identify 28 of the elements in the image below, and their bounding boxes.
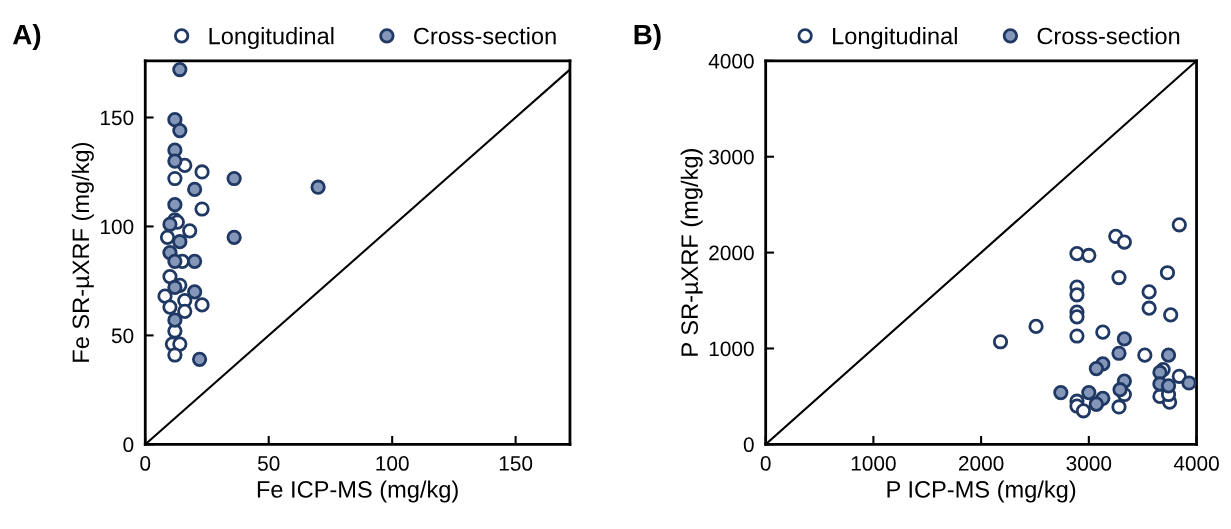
y-tick-label: 3000	[709, 149, 754, 165]
x-tick-label: 3000	[1066, 456, 1112, 471]
chart-title: B)	[634, 24, 661, 50]
legend-label: Longitudinal	[833, 27, 957, 50]
y-axis-title: Fe SR-µXRF (mg/kg)	[71, 142, 94, 362]
y-axis-title: P SR-µXRF (mg/kg)	[680, 149, 703, 356]
x-axis-title: P ICP-MS (mg/kg)	[887, 480, 1076, 503]
x-tick-label: 1000	[851, 456, 896, 471]
legend-label: Cross-section	[414, 27, 556, 45]
y-tick-label: 100	[100, 219, 134, 235]
y-tick-label: 1000	[709, 341, 754, 357]
legend-label: Longitudinal	[209, 27, 334, 50]
x-tick-label: 0	[760, 456, 771, 471]
x-tick-label: 150	[499, 456, 533, 471]
y-tick-label: 50	[111, 328, 134, 344]
x-tick-label: 4000	[1173, 456, 1219, 471]
x-tick-label: 0	[140, 456, 151, 471]
x-axis-title: Fe ICP-MS (mg/kg)	[257, 480, 458, 503]
y-tick-label: 2000	[709, 245, 754, 261]
y-tick-label: 150	[100, 110, 134, 126]
legend-label: Cross-section	[1037, 27, 1180, 45]
y-tick-label: 4000	[708, 53, 754, 69]
y-tick-label: 0	[743, 437, 754, 453]
x-tick-label: 100	[376, 456, 409, 471]
y-tick-label: 0	[123, 437, 134, 453]
x-tick-label: 2000	[958, 456, 1004, 471]
x-tick-label: 50	[257, 456, 280, 471]
chart-title: A)	[13, 24, 41, 50]
